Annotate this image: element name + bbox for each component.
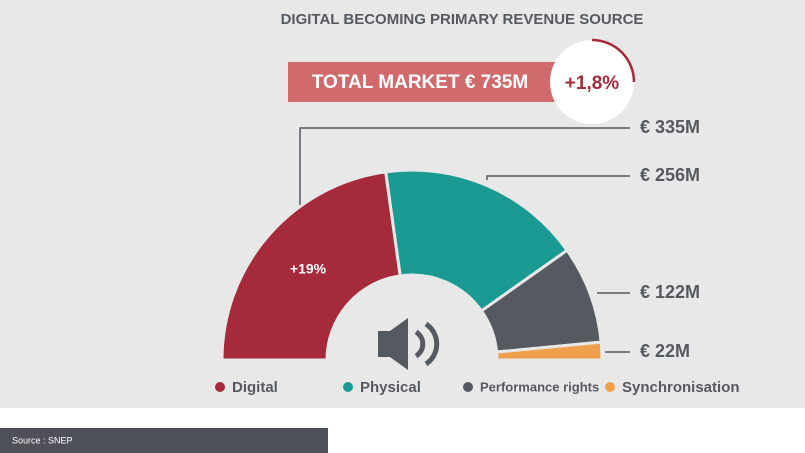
legend-swatch [605,382,615,392]
slice [220,170,402,362]
legend-swatch [215,382,225,392]
chart-title: DIGITAL BECOMING PRIMARY REVENUE SOURCE [281,11,644,28]
value-label: € 22M [640,341,690,361]
growth-label: +1,8% [565,73,620,94]
growth-badge [550,40,634,124]
legend-label: Synchronisation [622,379,740,396]
leader-line [486,175,630,180]
value-label: € 256M [640,165,700,185]
legend-swatch [343,382,353,392]
source-bar [0,428,328,453]
speaker-wave [424,321,440,367]
total-label: TOTAL MARKET € 735M [312,72,528,93]
speaker-icon [378,318,440,370]
slice [494,340,604,362]
semi-donut: € 335M € 256M € 122M € 22M Digital Physical Pe… [215,117,740,396]
value-label: € 335M [640,117,700,137]
speaker-wave [414,329,426,359]
leader-line [299,127,630,205]
value-label: € 122M [640,282,700,302]
legend-label: Digital [232,379,278,396]
growth-arc [591,38,636,83]
legend-label: Performance rights [480,379,599,394]
slice [383,168,570,314]
source: Source : SNEP [12,435,73,445]
legend-swatch [463,382,473,392]
speaker-cone [390,318,408,370]
speaker-body [378,331,390,357]
legend-label: Physical [360,379,421,396]
total-banner [288,62,558,102]
annotation: +19% [290,261,327,277]
